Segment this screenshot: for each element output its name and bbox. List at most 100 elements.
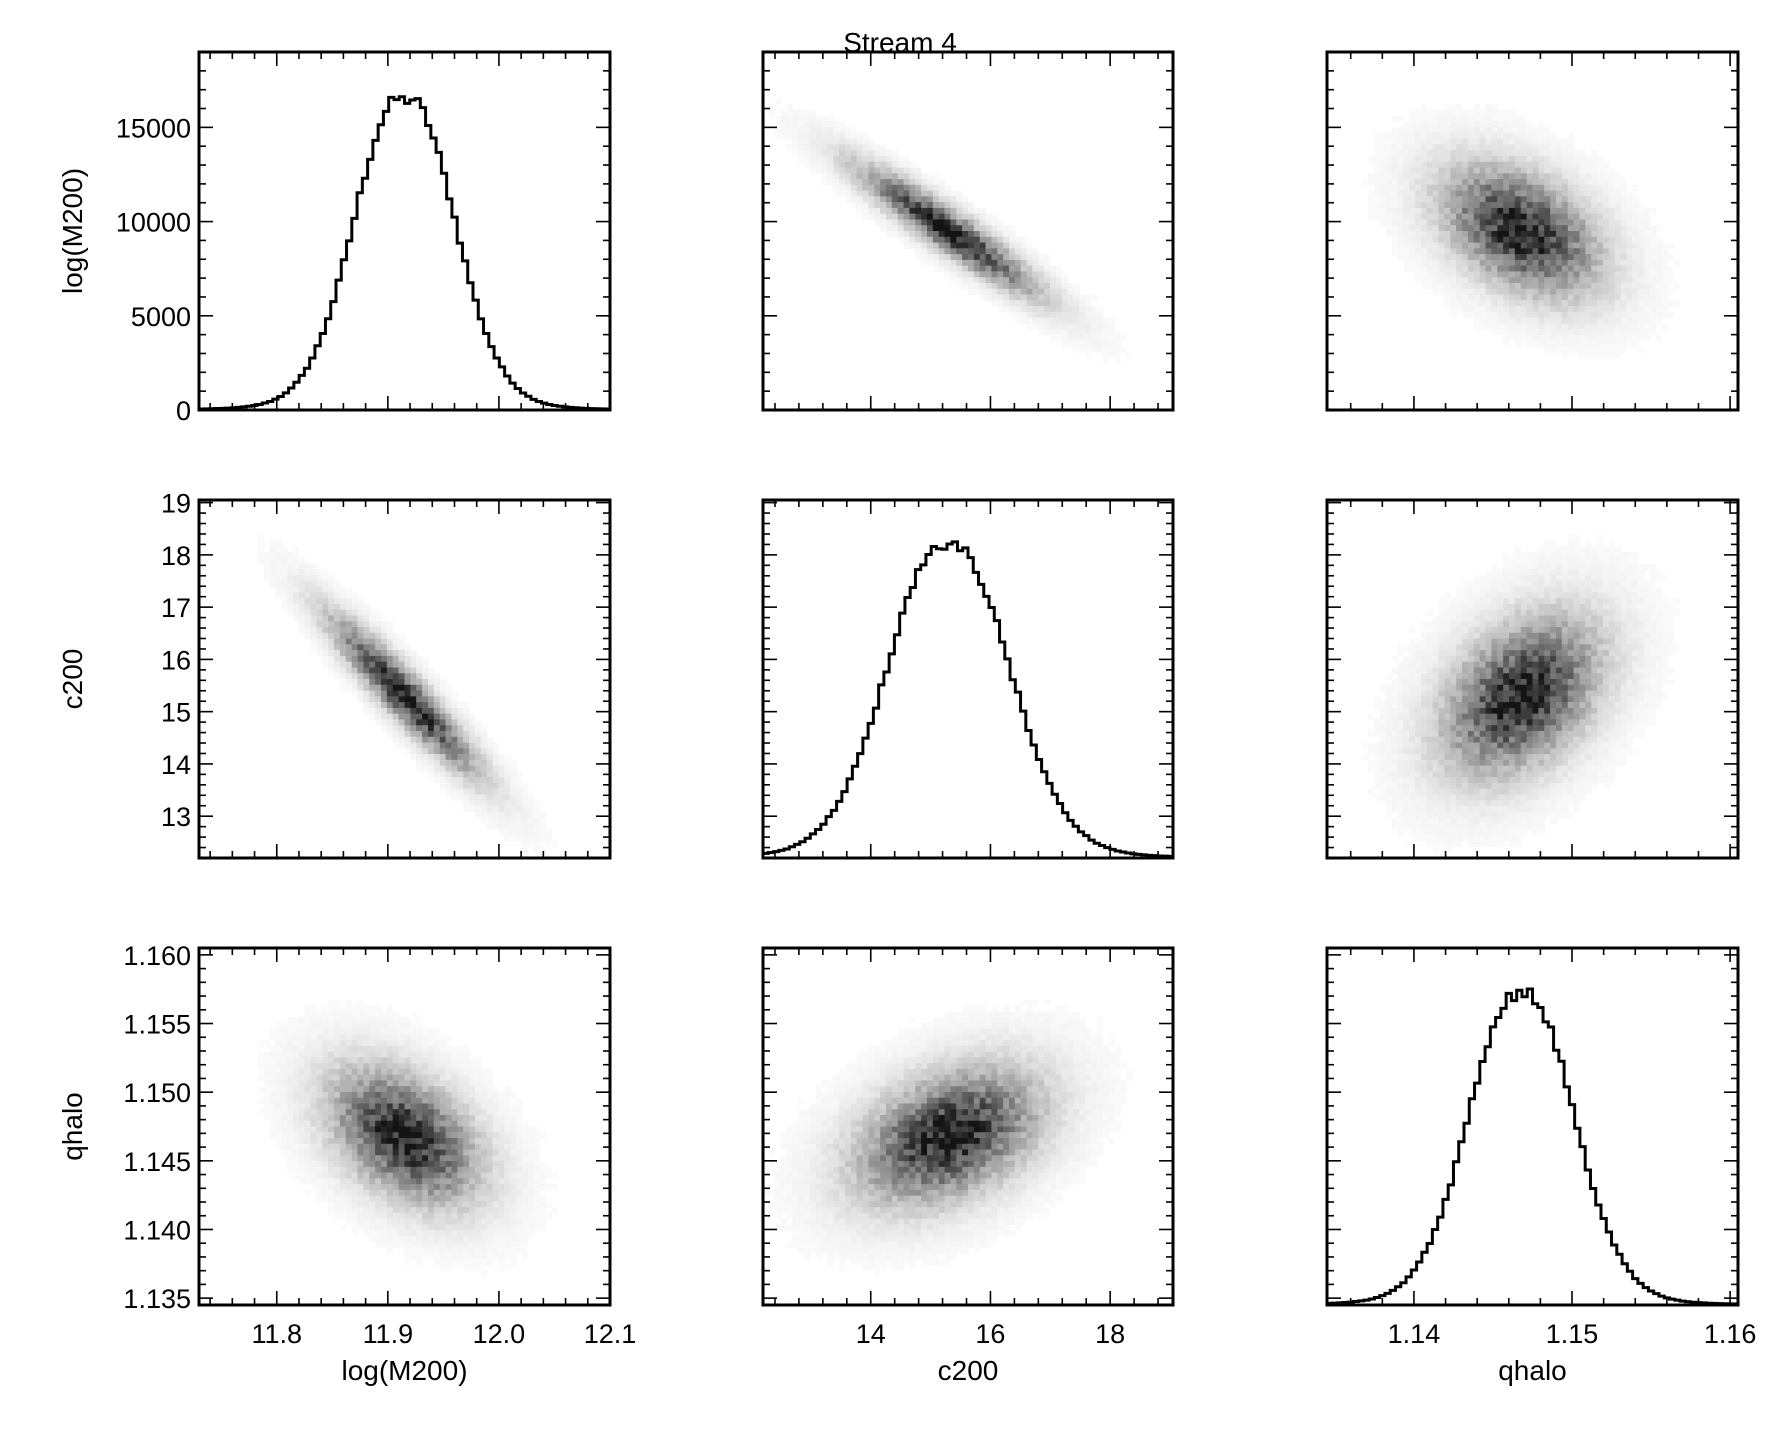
density-cell xyxy=(386,621,394,628)
density-cell xyxy=(1079,329,1086,336)
density-cell xyxy=(539,846,547,853)
density-cell xyxy=(1479,782,1487,790)
density-cell xyxy=(874,202,881,209)
density-cell xyxy=(962,259,969,267)
panel-frame xyxy=(761,498,1175,860)
density-cell xyxy=(1426,794,1434,801)
density-cell xyxy=(1391,150,1399,157)
density-cell xyxy=(1467,823,1475,830)
density-cell xyxy=(516,788,523,796)
density-cell xyxy=(304,621,312,628)
density-cell xyxy=(1544,207,1551,215)
density-cell xyxy=(932,173,940,180)
density-cell xyxy=(292,563,300,570)
density-cell xyxy=(962,236,969,244)
density-cell xyxy=(880,150,887,157)
density-cell xyxy=(1420,132,1428,140)
density-cell xyxy=(1432,190,1440,197)
density-cell xyxy=(1626,317,1633,324)
density-cell xyxy=(1373,702,1381,709)
density-cell xyxy=(1373,190,1381,197)
density-cell xyxy=(1415,673,1422,680)
density-cell xyxy=(1591,288,1598,296)
density-cell xyxy=(1509,806,1516,813)
density-cell xyxy=(1462,817,1469,824)
density-cell xyxy=(381,696,388,703)
density-cell xyxy=(1462,713,1469,721)
density-cell xyxy=(1479,840,1487,848)
density-cell xyxy=(850,167,858,174)
density-cell xyxy=(1473,231,1481,238)
density-cell xyxy=(392,742,400,749)
density-cell xyxy=(944,219,952,226)
density-cell xyxy=(1397,829,1404,836)
density-cell xyxy=(1467,277,1475,284)
density-cell xyxy=(1585,231,1592,238)
density-cell xyxy=(1644,254,1651,261)
density-cell xyxy=(1450,823,1457,830)
density-cell xyxy=(1503,707,1510,715)
density-cell xyxy=(1485,127,1492,134)
density-cell xyxy=(351,632,359,640)
density-cell xyxy=(1055,277,1063,284)
density-cell xyxy=(287,563,294,570)
density-cell xyxy=(1385,684,1393,692)
density-cell xyxy=(1497,621,1504,628)
density-cell xyxy=(1368,788,1375,796)
density-cell xyxy=(357,603,364,611)
density-cell xyxy=(1473,155,1481,163)
density-cell xyxy=(973,271,981,278)
density-cell xyxy=(833,150,840,157)
density-cell xyxy=(1379,713,1387,721)
density-cell xyxy=(1526,725,1534,732)
density-cell xyxy=(1497,638,1504,645)
density-cell xyxy=(1379,155,1387,163)
density-cell xyxy=(1403,179,1410,186)
density-cell xyxy=(1585,225,1592,232)
density-cell xyxy=(1632,288,1639,296)
density-cell xyxy=(463,800,470,807)
density-cell xyxy=(1550,265,1557,273)
density-cell xyxy=(1391,736,1399,744)
density-cell xyxy=(427,684,435,692)
density-cell xyxy=(1644,265,1651,273)
density-cell xyxy=(1426,736,1434,744)
density-cell xyxy=(1409,155,1416,163)
density-cell xyxy=(1444,219,1451,226)
density-cell xyxy=(1561,725,1569,732)
density-cell xyxy=(1491,173,1498,180)
density-cell xyxy=(1520,323,1528,330)
density-cell xyxy=(1397,777,1404,784)
density-cell xyxy=(1550,811,1557,819)
density-cell xyxy=(1426,621,1434,628)
density-cell xyxy=(1538,207,1545,215)
density-cell xyxy=(322,627,329,634)
density-cell xyxy=(469,742,476,749)
density-cell xyxy=(1479,650,1487,657)
density-cell xyxy=(1555,288,1563,296)
density-cell xyxy=(1520,621,1528,628)
density-cell xyxy=(1456,713,1463,721)
density-cell xyxy=(1520,282,1528,290)
density-cell xyxy=(1561,259,1569,267)
density-cell xyxy=(351,679,359,686)
density-cell xyxy=(815,115,823,122)
density-cell xyxy=(1532,580,1539,588)
density-cell xyxy=(1438,765,1446,772)
density-cell xyxy=(1055,300,1063,307)
panel-0-1 xyxy=(761,50,1175,412)
density-cell xyxy=(1544,173,1551,180)
density-cell xyxy=(1432,115,1440,122)
density-cell xyxy=(1503,661,1510,669)
density-cell xyxy=(339,684,347,692)
density-cell xyxy=(1544,213,1551,221)
density-cell xyxy=(516,811,523,819)
density-cell xyxy=(451,742,458,749)
density-cell xyxy=(1602,282,1610,290)
density-cell xyxy=(1415,155,1422,163)
density-cell xyxy=(1391,132,1399,140)
density-cell xyxy=(1091,323,1098,330)
density-cell xyxy=(1614,179,1622,186)
density-cell xyxy=(1509,707,1516,715)
density-cell xyxy=(1555,615,1563,622)
